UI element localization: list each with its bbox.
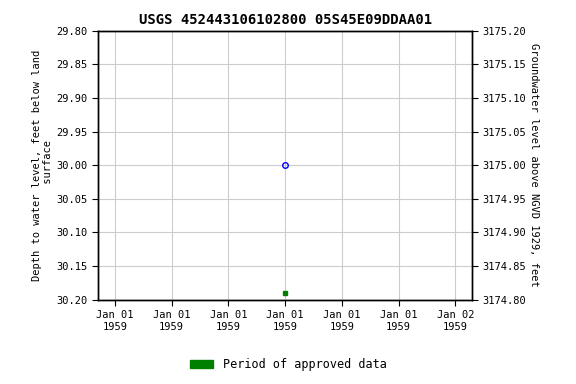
Y-axis label: Groundwater level above NGVD 1929, feet: Groundwater level above NGVD 1929, feet	[529, 43, 539, 287]
Legend: Period of approved data: Period of approved data	[185, 354, 391, 376]
Y-axis label: Depth to water level, feet below land
 surface: Depth to water level, feet below land su…	[32, 50, 54, 281]
Title: USGS 452443106102800 05S45E09DDAA01: USGS 452443106102800 05S45E09DDAA01	[139, 13, 431, 27]
